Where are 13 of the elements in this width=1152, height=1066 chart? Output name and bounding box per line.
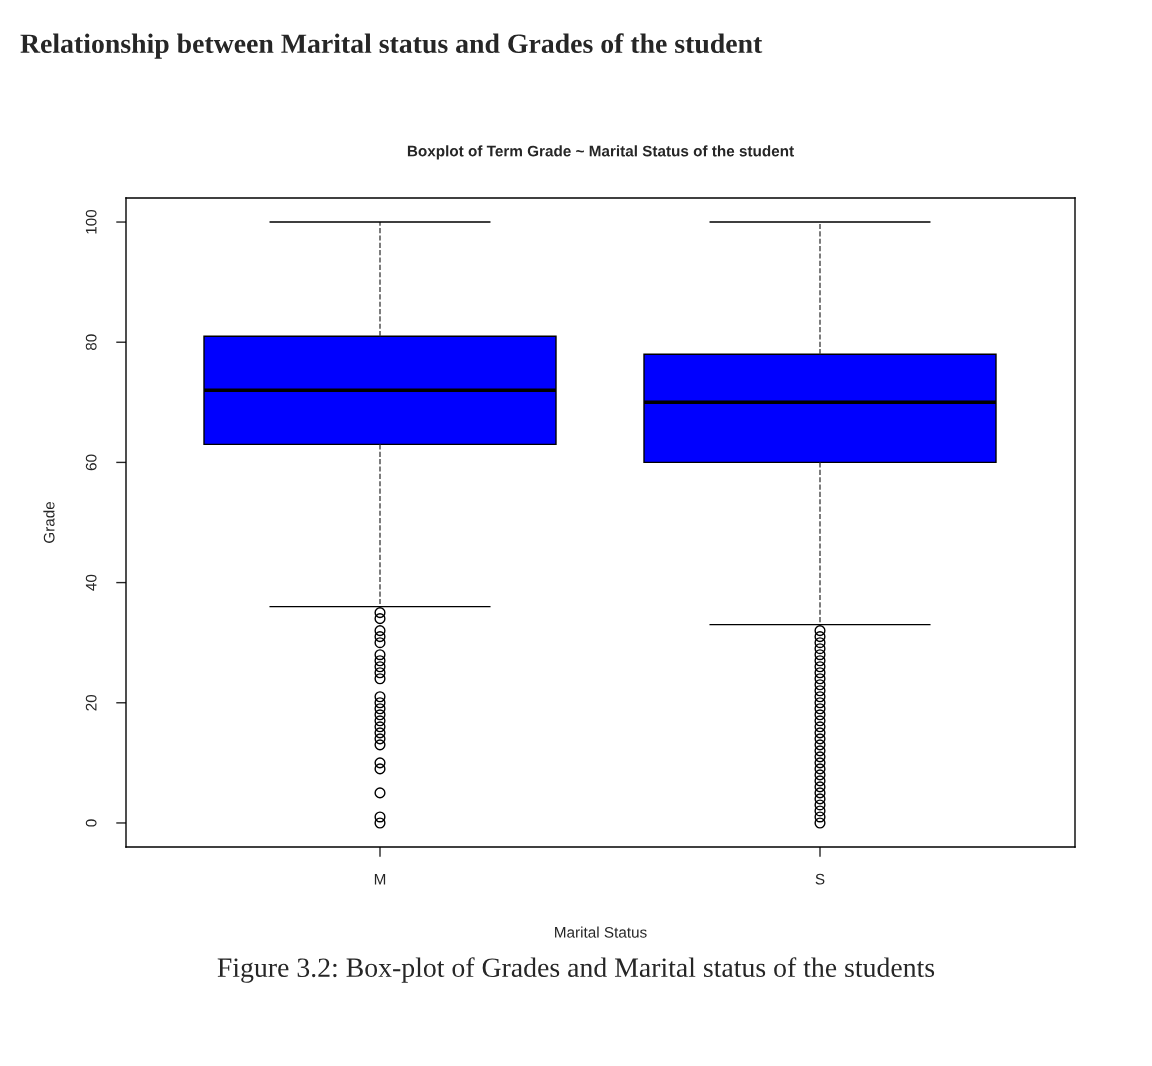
y-axis-title: Grade (43, 501, 55, 543)
y-tick-label: 80 (85, 334, 97, 351)
x-tick-label: M (374, 873, 386, 885)
y-tick-label: 40 (85, 574, 97, 591)
y-tick-label: 100 (85, 209, 97, 234)
chart-title: Relationship between Marital status and Grades of the student (20, 33, 763, 59)
chart-subtitle: Boxplot of Term Grade ~ Marital Status of the student (407, 145, 794, 160)
y-tick-label: 20 (85, 694, 97, 711)
x-tick-label: S (815, 873, 825, 885)
y-tick-label: 60 (85, 454, 97, 471)
y-tick-label: 0 (85, 819, 97, 827)
x-axis-title: Marital Status (555, 926, 647, 938)
caption: Figure 3.2: Box-plot of Grades and Marital status of the students (217, 957, 935, 983)
